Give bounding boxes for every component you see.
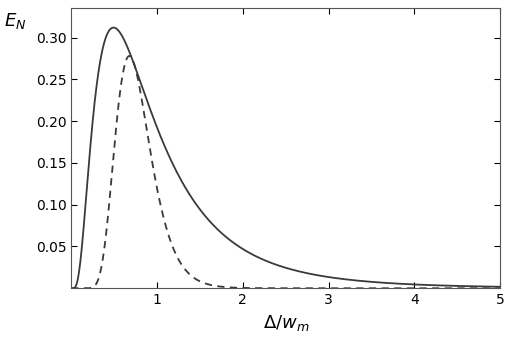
Y-axis label: $E_N$: $E_N$ [4, 11, 27, 31]
X-axis label: $\Delta/w_m$: $\Delta/w_m$ [263, 313, 309, 333]
